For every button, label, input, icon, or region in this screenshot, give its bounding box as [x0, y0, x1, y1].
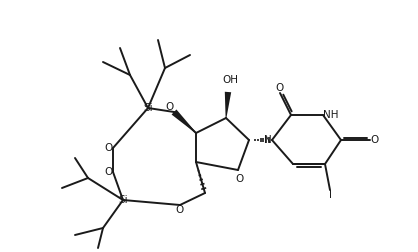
Text: N: N: [264, 135, 272, 145]
Text: O: O: [105, 143, 113, 153]
Text: O: O: [276, 83, 284, 93]
Text: I: I: [329, 190, 331, 200]
Text: Si: Si: [118, 195, 128, 205]
Text: Si: Si: [143, 103, 153, 113]
Text: O: O: [105, 167, 113, 177]
Text: O: O: [166, 102, 174, 112]
Text: O: O: [236, 174, 244, 184]
Text: O: O: [370, 135, 378, 145]
Text: OH: OH: [222, 75, 238, 85]
Polygon shape: [171, 109, 196, 133]
Polygon shape: [225, 92, 231, 118]
Text: NH: NH: [323, 110, 339, 120]
Text: O: O: [176, 205, 184, 215]
